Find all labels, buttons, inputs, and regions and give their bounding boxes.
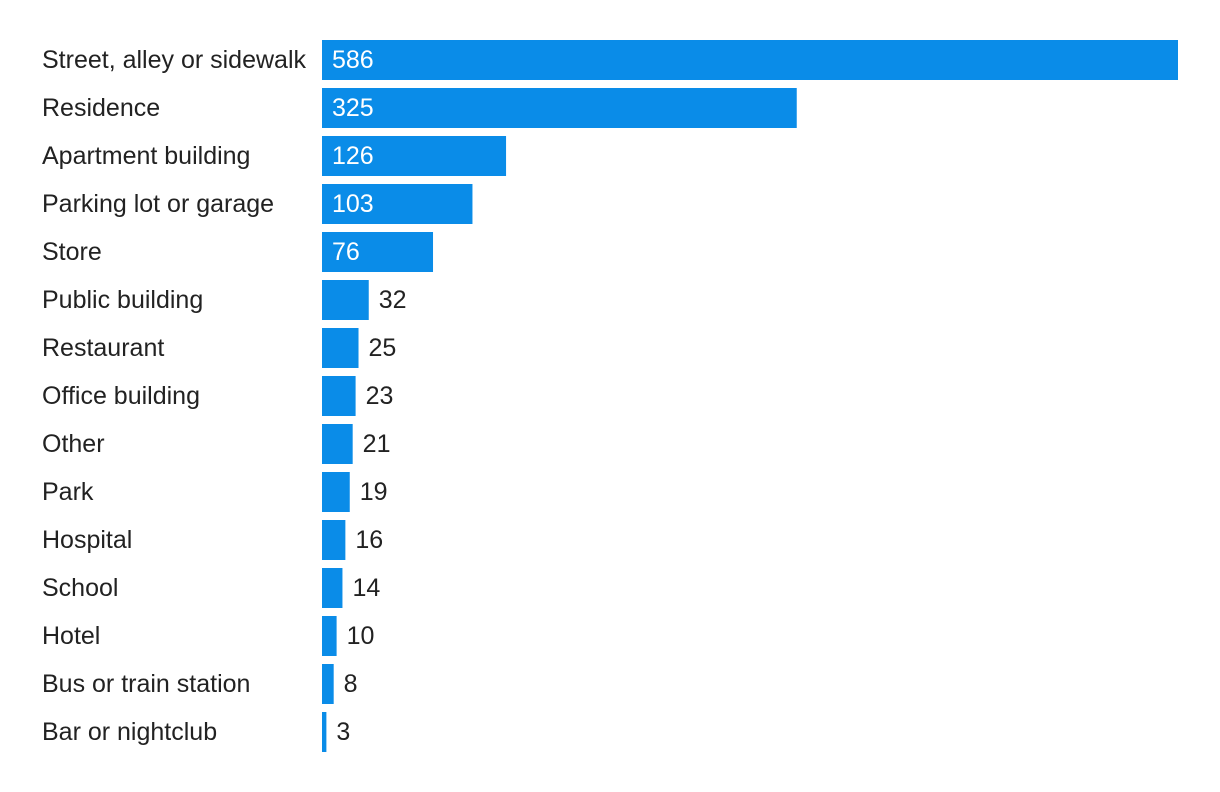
value-label: 8 — [344, 670, 358, 698]
bar-row: Store 76 — [42, 232, 434, 272]
bar — [322, 184, 473, 224]
bar — [322, 616, 337, 656]
bar-row: Bar or nightclub 3 — [42, 712, 350, 752]
category-label: School — [42, 574, 118, 602]
category-label: Other — [42, 430, 105, 458]
bar-row: Apartment building 126 — [42, 136, 507, 176]
bar — [322, 136, 507, 176]
value-label: 16 — [355, 526, 383, 554]
category-label: Public building — [42, 286, 203, 314]
bar-row: Hospital 16 — [42, 520, 383, 560]
bar — [322, 712, 327, 752]
bar-row: Hotel 10 — [42, 616, 374, 656]
bar-row: Office building 23 — [42, 376, 393, 416]
value-label: 14 — [352, 574, 380, 602]
bar — [322, 424, 353, 464]
value-label: 19 — [360, 478, 388, 506]
bar — [322, 568, 343, 608]
value-label: 23 — [366, 382, 394, 410]
bar — [322, 40, 1178, 80]
category-label: Hotel — [42, 622, 100, 650]
category-label: Hospital — [42, 526, 132, 554]
bar-row: Public building 32 — [42, 280, 407, 320]
category-label: Residence — [42, 94, 160, 122]
category-label: Park — [42, 478, 94, 506]
bar — [322, 376, 356, 416]
bar — [322, 280, 369, 320]
value-label: 32 — [379, 286, 407, 314]
bar — [322, 232, 434, 272]
bar-row: Restaurant 25 — [42, 328, 396, 368]
category-label: Street, alley or sidewalk — [42, 46, 307, 74]
bar — [322, 472, 350, 512]
category-label: Bar or nightclub — [42, 718, 217, 746]
bar-row: School 14 — [42, 568, 380, 608]
bar-row: Residence 325 — [42, 88, 797, 128]
bar — [322, 664, 334, 704]
value-label: 325 — [332, 94, 374, 122]
bar-row: Park 19 — [42, 472, 388, 512]
bar — [322, 88, 797, 128]
category-label: Store — [42, 238, 102, 266]
category-label: Restaurant — [42, 334, 164, 362]
bar-row: Other 21 — [42, 424, 390, 464]
bar-row: Street, alley or sidewalk 586 — [42, 40, 1178, 80]
category-label: Apartment building — [42, 142, 250, 170]
value-label: 25 — [369, 334, 397, 362]
value-label: 126 — [332, 142, 374, 170]
value-label: 3 — [336, 718, 350, 746]
value-label: 76 — [332, 238, 360, 266]
value-label: 103 — [332, 190, 374, 218]
bar-row: Bus or train station 8 — [42, 664, 358, 704]
category-label: Bus or train station — [42, 670, 250, 698]
category-label: Parking lot or garage — [42, 190, 274, 218]
value-label: 21 — [363, 430, 391, 458]
category-label: Office building — [42, 382, 200, 410]
bar — [322, 328, 359, 368]
bar-row: Parking lot or garage 103 — [42, 184, 473, 224]
value-label: 10 — [347, 622, 375, 650]
bar — [322, 520, 346, 560]
value-label: 586 — [332, 46, 374, 74]
